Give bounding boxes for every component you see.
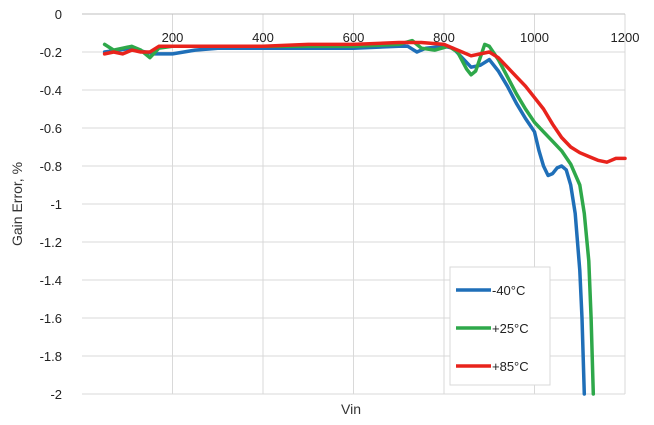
series-line-2 [102, 40, 627, 164]
x-tick-label: 800 [433, 30, 455, 45]
y-tick-label: 0 [55, 7, 62, 22]
legend-label-2: +85°C [492, 359, 529, 374]
x-axis-title: Vin [341, 401, 361, 417]
x-tick-label: 200 [162, 30, 184, 45]
y-tick-label: -1.4 [40, 273, 62, 288]
series-lines [102, 38, 627, 396]
y-tick-label: -1.6 [40, 311, 62, 326]
legend-label-0: -40°C [492, 283, 525, 298]
legend: -40°C +25°C +85°C [449, 266, 551, 386]
legend-label-1: +25°C [492, 321, 529, 336]
y-axis-title: Gain Error, % [9, 162, 25, 246]
chart-grid [82, 13, 626, 395]
y-tick-label: -0.4 [40, 83, 62, 98]
y-tick-label: -0.6 [40, 121, 62, 136]
x-tick-label: 600 [343, 30, 365, 45]
x-tick-label: 400 [252, 30, 274, 45]
y-tick-label: -0.8 [40, 159, 62, 174]
y-tick-label: -1 [50, 197, 62, 212]
y-axis-tick-labels: 0 -0.2 -0.4 -0.6 -0.8 -1 -1.2 -1.4 -1.6 -1.8 -2 [40, 7, 62, 402]
x-tick-label: 1000 [520, 30, 549, 45]
x-tick-label: 1200 [611, 30, 640, 45]
y-tick-label: -1.8 [40, 349, 62, 364]
x-axis-tick-labels: 200 400 600 800 1000 1200 [162, 30, 640, 45]
y-tick-label: -2 [50, 387, 62, 402]
y-tick-label: -1.2 [40, 235, 62, 250]
y-tick-label: -0.2 [40, 45, 62, 60]
